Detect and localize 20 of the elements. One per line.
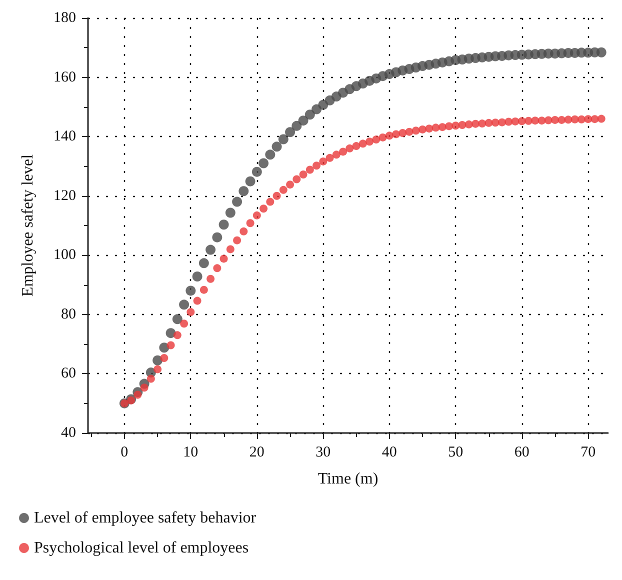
y-tick-label: 80: [61, 306, 76, 322]
legend-label: Psychological level of employees: [34, 540, 249, 556]
x-tick-label: 30: [316, 444, 331, 460]
y-tick-label: 160: [54, 69, 76, 86]
y-tick-label: 120: [54, 188, 76, 204]
x-tick-label: 70: [580, 444, 596, 460]
x-tick-label: 10: [183, 444, 198, 460]
x-tick-label: 60: [514, 444, 530, 460]
x-tick-label: 40: [382, 444, 397, 460]
y-tick-label: 60: [61, 366, 76, 382]
y-tick-label: 40: [61, 425, 76, 441]
y-tick-label: 140: [54, 128, 76, 145]
x-tick-label: 50: [448, 444, 464, 460]
y-tick-label: 180: [54, 10, 76, 26]
x-axis-title: Time (m): [318, 470, 378, 488]
y-axis-title: Employee safety level: [20, 154, 36, 297]
x-tick-label: 20: [249, 444, 264, 460]
legend-label: Level of employee safety behavior: [34, 510, 257, 526]
y-tick-label: 100: [54, 247, 76, 264]
x-tick-label: 0: [120, 444, 128, 460]
